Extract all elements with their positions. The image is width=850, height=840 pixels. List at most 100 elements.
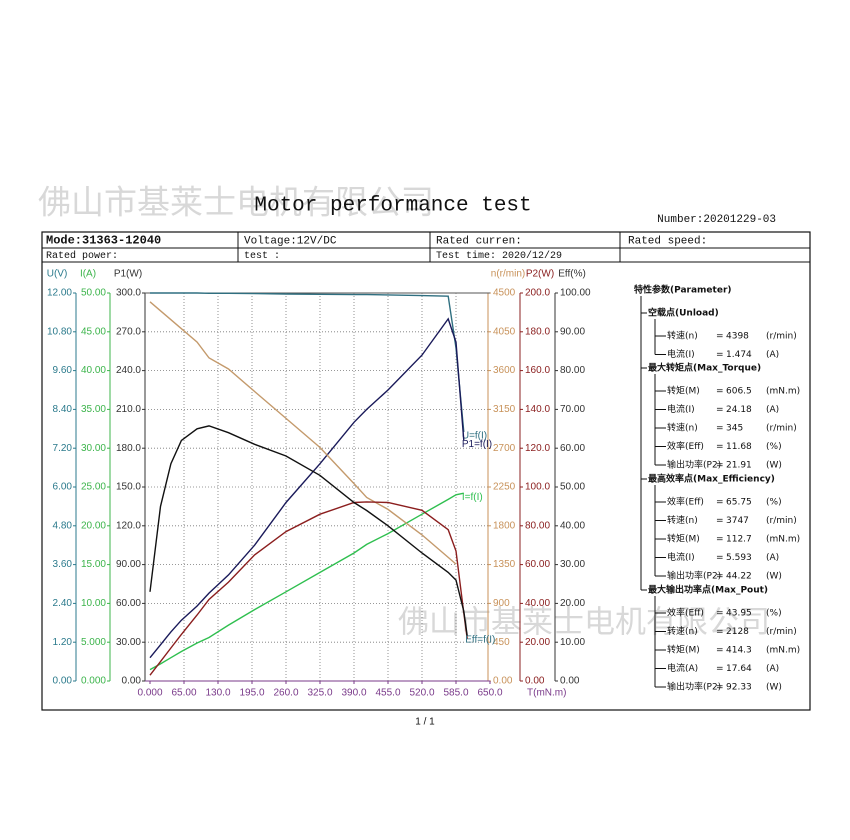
y-tick-label: 180.0 <box>116 443 141 454</box>
y-tick-label: 80.00 <box>560 365 585 376</box>
report-number: Number:20201229-03 <box>657 214 776 226</box>
param-sign: = <box>716 461 724 471</box>
y-tick-label: 30.00 <box>116 637 141 648</box>
curve-label: I=f(I) <box>462 492 483 503</box>
y-tick-label: 15.00 <box>81 559 106 570</box>
param-unit: (r/min) <box>766 332 797 342</box>
report-title: Motor performance test <box>254 195 531 218</box>
series-line <box>149 425 468 636</box>
y-tick-label: 90.00 <box>560 326 585 337</box>
x-tick-label: 0.000 <box>137 688 162 699</box>
param-value: 4398 <box>726 332 749 342</box>
y-tick-label: 1350 <box>493 559 516 570</box>
y-tick-label: 8.40 <box>53 404 73 415</box>
param-label: 电流(A) <box>667 662 698 674</box>
param-unit: (mN.m) <box>766 646 800 656</box>
curve-label: P1=f(I) <box>462 439 492 450</box>
y-tick-label: 3150 <box>493 404 516 415</box>
param-value: 3747 <box>726 516 749 526</box>
param-unit: (A) <box>766 350 779 360</box>
param-label: 电流(I) <box>667 403 695 415</box>
y-tick-label: 40.00 <box>81 365 106 376</box>
y-tick-label: 2.40 <box>53 598 73 609</box>
y-tick-label: 20.00 <box>560 598 585 609</box>
param-sign: = <box>716 498 724 508</box>
y-tick-label: 90.00 <box>116 559 141 570</box>
param-label: 转矩(M) <box>667 644 700 656</box>
param-unit: (mN.m) <box>766 387 800 397</box>
series-line <box>149 492 464 671</box>
info-cell: Mode:31363-12040 <box>46 234 161 248</box>
y-tick-label: 40.00 <box>525 598 550 609</box>
param-section: 最高效率点(Max_Efficiency) <box>648 473 775 485</box>
y-tick-label: 4.80 <box>53 520 73 531</box>
param-sign: = <box>716 683 724 693</box>
param-sign: = <box>716 405 724 415</box>
param-sign: = <box>716 664 724 674</box>
param-section: 空载点(Unload) <box>648 307 719 319</box>
y-tick-label: 1800 <box>493 520 516 531</box>
info-cell: Rated curren: <box>436 235 522 247</box>
x-tick-label: 585.0 <box>443 688 468 699</box>
param-label: 效率(Eff) <box>667 496 704 508</box>
y-tick-label: 60.00 <box>116 598 141 609</box>
param-label: 输出功率(P2) <box>667 570 721 582</box>
x-tick-label: 455.0 <box>375 688 400 699</box>
param-unit: (r/min) <box>766 424 797 434</box>
series-line <box>149 301 457 565</box>
param-sign: = <box>716 387 724 397</box>
param-sign: = <box>716 553 724 563</box>
series-line <box>149 501 468 676</box>
y-tick-label: 0.00 <box>493 676 513 687</box>
y-axis-title: I(A) <box>80 269 96 280</box>
y-tick-label: 200.0 <box>525 288 550 299</box>
y-tick-label: 4500 <box>493 288 516 299</box>
y-axis-title: Eff(%) <box>558 269 586 280</box>
y-tick-label: 10.80 <box>47 326 72 337</box>
param-label: 效率(Eff) <box>667 607 704 619</box>
param-unit: (A) <box>766 664 779 674</box>
series-line <box>150 292 465 433</box>
param-label: 电流(I) <box>667 551 695 563</box>
y-tick-label: 60.00 <box>525 559 550 570</box>
y-tick-label: 45.00 <box>81 326 106 337</box>
param-label: 转速(n) <box>667 422 698 434</box>
param-unit: (W) <box>766 683 782 693</box>
param-label: 转速(n) <box>667 330 698 342</box>
param-value: 1.474 <box>726 350 752 360</box>
y-axis-title: P2(W) <box>526 269 554 280</box>
param-label: 电流(I) <box>667 348 695 360</box>
param-section: 最大转矩点(Max_Torque) <box>648 362 761 374</box>
param-value: 5.593 <box>726 553 752 563</box>
param-sign: = <box>716 350 724 360</box>
info-cell: Rated power: <box>46 250 118 262</box>
y-tick-label: 2700 <box>493 443 516 454</box>
y-tick-label: 240.0 <box>116 365 141 376</box>
param-sign: = <box>716 424 724 434</box>
y-tick-label: 6.00 <box>53 482 73 493</box>
y-tick-label: 160.0 <box>525 365 550 376</box>
y-tick-label: 20.00 <box>525 637 550 648</box>
y-tick-label: 120.0 <box>525 443 550 454</box>
param-label: 转速(n) <box>667 514 698 526</box>
y-tick-label: 40.00 <box>560 520 585 531</box>
x-tick-label: 325.0 <box>307 688 332 699</box>
param-sign: = <box>716 442 724 452</box>
y-tick-label: 70.00 <box>560 404 585 415</box>
param-section: 最大输出功率点(Max_Pout) <box>648 584 768 596</box>
y-tick-label: 25.00 <box>81 482 106 493</box>
param-title: 特性参数(Parameter) <box>634 284 732 296</box>
param-value: 2128 <box>726 627 749 637</box>
y-tick-label: 30.00 <box>560 559 585 570</box>
y-tick-label: 300.0 <box>116 288 141 299</box>
param-value: 24.18 <box>726 405 752 415</box>
y-tick-label: 20.00 <box>81 520 106 531</box>
param-unit: (mN.m) <box>766 535 800 545</box>
param-value: 345 <box>726 424 743 434</box>
watermark: 佛山市基莱士电机有限公司 <box>38 183 434 222</box>
param-unit: (%) <box>766 609 782 619</box>
y-tick-label: 900 <box>493 598 510 609</box>
param-sign: = <box>716 646 724 656</box>
param-unit: (W) <box>766 461 782 471</box>
